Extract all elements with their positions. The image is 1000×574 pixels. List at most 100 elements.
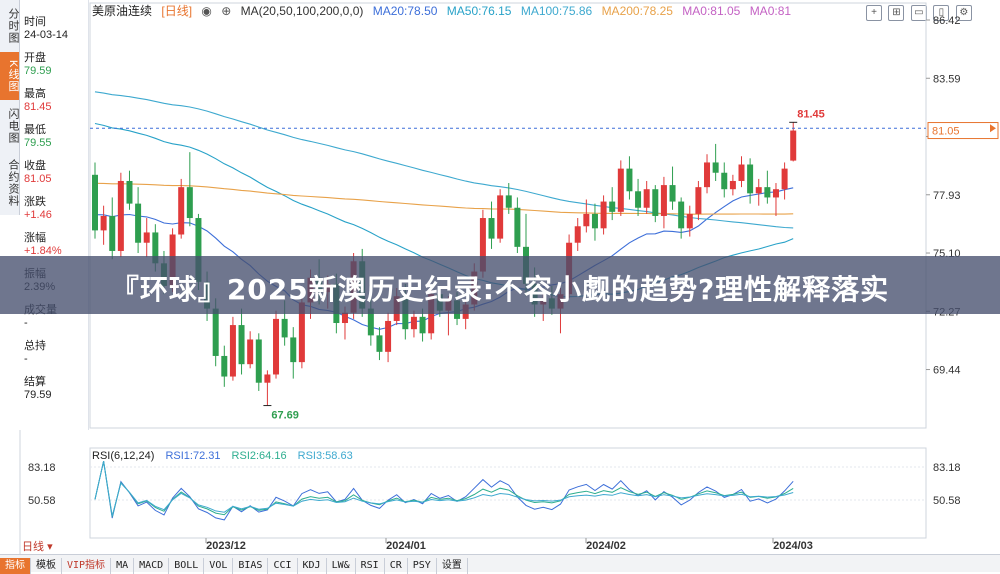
ma0-value-a: MA0:81.05 [682, 4, 741, 18]
period-selector-label: 日线 [22, 541, 44, 553]
rsi2-value: RSI2:64.16 [231, 450, 287, 462]
candle-body [255, 339, 262, 383]
ma0-value-b: MA0:81 [749, 4, 792, 18]
indicator-tab[interactable]: BIAS [233, 558, 269, 574]
candle-body [152, 232, 159, 264]
candle-body [505, 195, 512, 208]
indicator-tab[interactable]: CCI [268, 558, 298, 574]
rsi-header: RSI(6,12,24) RSI1:72.31 RSI2:64.16 RSI3:… [92, 450, 361, 462]
candle-body [100, 215, 107, 231]
candle-body [281, 318, 288, 338]
current-price-box [927, 122, 999, 140]
y-tick-label: 86.42 [933, 15, 961, 27]
y-tick-label: 69.44 [933, 365, 961, 377]
info-value: +1.46 [24, 209, 52, 221]
candle-body [704, 162, 711, 188]
candle-body [238, 325, 245, 365]
candle-body [376, 335, 383, 352]
gear-icon[interactable]: ⚙ [955, 5, 972, 21]
price-arrow-icon [990, 124, 996, 133]
candle-body [721, 172, 728, 190]
grid-icon[interactable]: ⊞ [888, 5, 905, 21]
tab-flash[interactable]: 闪电图 [7, 108, 19, 144]
indicator-tab[interactable]: MA [111, 558, 135, 574]
period-selector[interactable]: 日线 ▾ [22, 538, 88, 553]
rsi3-value: RSI3:58.63 [297, 450, 353, 462]
candle-body [591, 213, 598, 229]
candle-body [186, 187, 193, 219]
x-tick-label: 2023/12 [206, 540, 246, 552]
candle-body [712, 162, 719, 173]
tab-contract-info[interactable]: 合约资料 [7, 159, 19, 207]
rsi-panel-border [89, 447, 927, 539]
candle-body [686, 213, 693, 229]
candle-body [109, 215, 116, 251]
symbol-name: 美原油连续 [92, 4, 153, 18]
info-label: 最高 [24, 88, 46, 100]
candle-body [695, 187, 702, 214]
indicator-tab[interactable]: LW& [327, 558, 356, 574]
candle-body [609, 201, 616, 212]
candle-body [669, 185, 676, 202]
ma20-value: MA20:78.50 [372, 4, 438, 18]
candle-body [729, 180, 736, 190]
candle-body [419, 316, 426, 334]
current-price-label: 81.05 [932, 126, 960, 138]
eye-icon[interactable]: ◉ [201, 4, 212, 18]
candle-body [755, 187, 762, 194]
candle-body [626, 168, 633, 192]
candle-body [600, 201, 607, 229]
indicator-tab[interactable]: RSI [356, 558, 385, 574]
indicator-tab[interactable]: PSY [408, 558, 437, 574]
candle-body [790, 130, 797, 161]
info-value: 79.59 [24, 389, 52, 401]
rsi-tick-left: 83.18 [28, 462, 56, 474]
x-tick-label: 2024/03 [773, 540, 813, 552]
add-icon[interactable]: + [866, 5, 882, 21]
info-value: - [24, 317, 28, 329]
tab-kline[interactable]: K线图 [0, 52, 19, 100]
chart-header: 美原油连续 [日线] ◉ ⊕ MA(20,50,100,200,0,0) MA2… [92, 2, 797, 18]
indicator-tab[interactable]: BOLL [169, 558, 205, 574]
candle-body [781, 168, 788, 190]
candle-body [273, 318, 280, 375]
candle-body [117, 180, 124, 251]
indicator-tab-bar: 指标 模板 VIP指标 MA MACD BOLL VOL BIAS CCI KDJ LW& RSI CR… [0, 554, 1000, 574]
candle-body [247, 339, 254, 365]
indicator-tab[interactable]: MACD [134, 558, 170, 574]
indicator-tab[interactable]: 指标 [0, 558, 31, 574]
headline-banner: 『环球』2025新澳历史纪录:不容小觑的趋势?理性解释落实 [0, 256, 1000, 314]
candle-body [290, 337, 297, 363]
indicator-tab[interactable]: VOL [204, 558, 234, 574]
candle-body [367, 308, 374, 336]
info-label: 涨幅 [24, 232, 46, 244]
period-label[interactable]: [日线] [161, 4, 193, 18]
candle-body [229, 325, 236, 377]
candle-body [635, 191, 642, 208]
indicator-tab[interactable]: 设置 [437, 558, 468, 574]
candle-body [772, 189, 779, 198]
low-annotation: 67.69 [271, 410, 299, 422]
candle-body [341, 312, 348, 324]
indicator-tab[interactable]: CR [385, 558, 408, 574]
lock-icon[interactable]: ⊕ [221, 4, 232, 18]
candle-body [385, 320, 392, 352]
info-value: +1.84% [24, 245, 62, 257]
indicator-tab[interactable]: KDJ [298, 558, 327, 574]
ma100-line [94, 91, 794, 229]
ma-params: MA(20,50,100,200,0,0) [240, 4, 364, 18]
candle-body [488, 218, 495, 239]
candle-body [264, 374, 271, 383]
info-value: - [24, 353, 28, 365]
high-annotation: 81.45 [797, 108, 825, 120]
indicator-tab[interactable]: VIP指标 [62, 558, 112, 574]
x-tick-label: 2024/01 [386, 540, 426, 552]
rsi1-value: RSI1:72.31 [165, 450, 221, 462]
info-value: 79.59 [24, 65, 52, 77]
indicator-tab[interactable]: 模板 [31, 558, 62, 574]
y-tick-label: 83.59 [933, 73, 961, 85]
chevron-down-icon: ▾ [47, 541, 53, 553]
ma200-value: MA200:78.25 [601, 4, 673, 18]
panel-icon[interactable]: ▯ [933, 5, 950, 21]
tab-intraday[interactable]: 分时图 [7, 8, 19, 44]
